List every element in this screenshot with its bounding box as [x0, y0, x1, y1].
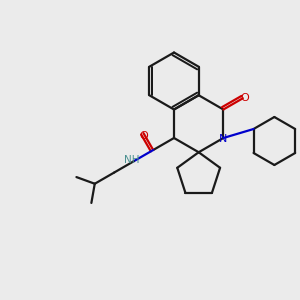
- Text: O: O: [240, 93, 249, 103]
- Text: O: O: [139, 130, 148, 140]
- Text: NH: NH: [124, 155, 140, 165]
- Text: N: N: [219, 134, 228, 145]
